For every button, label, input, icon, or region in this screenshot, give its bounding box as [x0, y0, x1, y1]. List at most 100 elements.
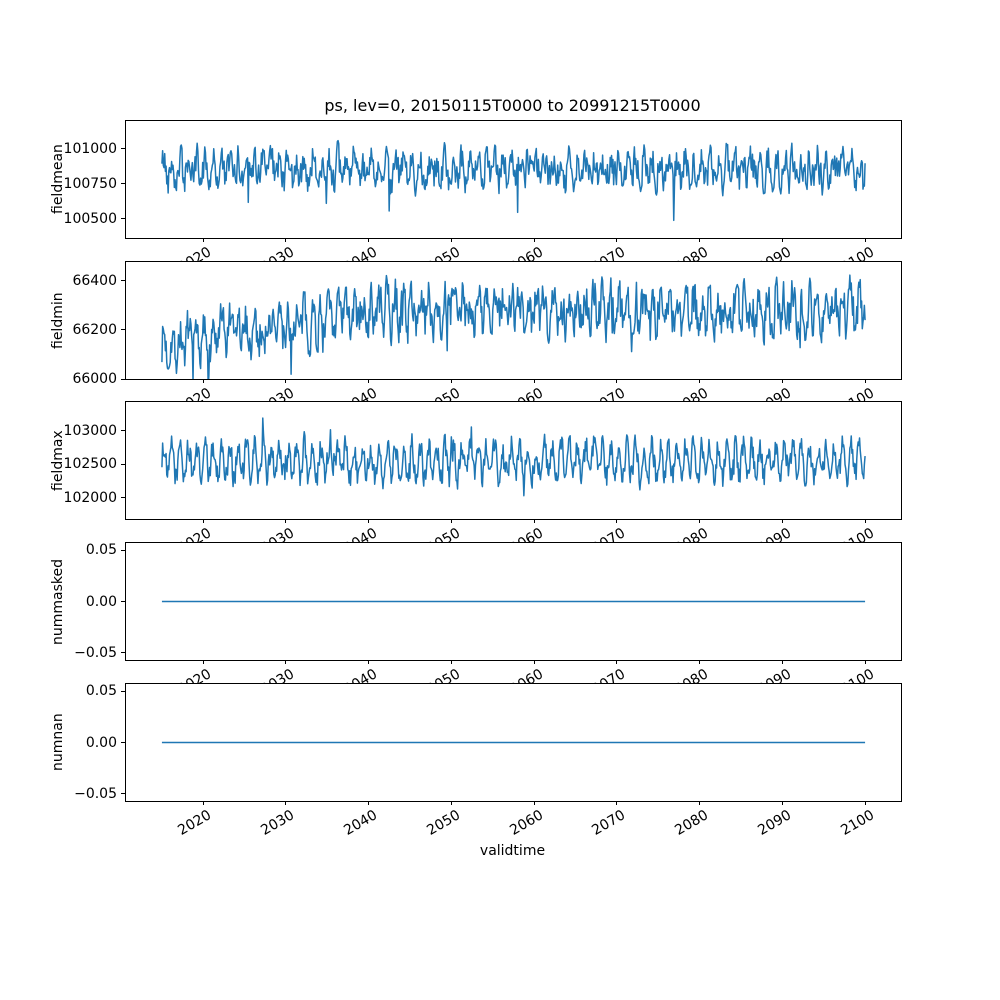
panel-fieldmean: fieldmean 100500 100750 101000 2020 2030 2040…	[50, 120, 902, 276]
x-tick-label: 2030	[258, 807, 298, 839]
y-tick-label: 0.00	[85, 734, 117, 751]
y-tick-label: 0.05	[85, 683, 117, 700]
y-tick-label: 0.00	[85, 593, 117, 610]
chart-title: ps, lev=0, 20150115T0000 to 20991215T000…	[324, 96, 701, 115]
y-tick-mark	[121, 601, 125, 602]
x-tick-mark	[616, 238, 618, 242]
x-tick-mark	[202, 801, 204, 805]
y-tick-label: 100500	[63, 210, 117, 227]
x-axis-label: validtime	[479, 843, 546, 859]
y-tick-label: 66400	[72, 272, 117, 289]
line-series-fieldmin	[161, 274, 866, 379]
x-tick-mark	[202, 660, 204, 664]
y-tick-label: 102500	[63, 456, 117, 473]
y-tick-mark	[121, 793, 125, 795]
y-axis-label-nummasked: nummasked	[50, 558, 66, 645]
x-tick-mark	[616, 379, 618, 383]
x-tick-mark	[616, 519, 618, 523]
x-tick-mark	[285, 519, 287, 523]
x-tick-label: 2040	[341, 807, 381, 839]
y-tick-label: 100750	[63, 175, 117, 192]
x-tick-mark	[782, 238, 784, 242]
x-tick-label: 2050	[424, 807, 463, 839]
x-tick-mark	[864, 519, 866, 523]
y-tick-mark	[121, 690, 125, 692]
panel-fieldmax: fieldmax 102000 102500 103000 2020 2030 2040 2…	[50, 401, 902, 557]
y-tick-mark	[121, 280, 125, 282]
x-tick-label: 2060	[506, 807, 546, 839]
y-tick-label: 102000	[63, 489, 117, 506]
line-series-fieldmean	[161, 139, 866, 222]
series-polyline	[161, 139, 866, 222]
y-tick-mark	[121, 497, 125, 499]
y-tick-mark	[121, 329, 125, 331]
x-tick-mark	[368, 379, 370, 383]
y-tick-label: 101000	[63, 140, 117, 157]
x-tick-mark	[533, 238, 535, 242]
x-tick-mark	[699, 379, 701, 383]
x-tick-mark	[782, 519, 784, 523]
x-tick-label: 2070	[589, 807, 629, 839]
x-tick-mark	[450, 519, 452, 523]
x-tick-label: 2020	[175, 807, 215, 839]
y-tick-mark	[121, 378, 125, 380]
series-polyline	[161, 417, 866, 497]
x-tick-mark	[864, 379, 866, 383]
x-tick-mark	[202, 379, 204, 383]
x-tick-mark	[533, 660, 535, 664]
x-tick-mark	[864, 238, 866, 242]
y-tick-mark	[121, 430, 125, 432]
x-tick-mark	[450, 660, 452, 664]
x-tick-mark	[864, 660, 866, 664]
y-tick-mark	[121, 652, 125, 654]
x-tick-mark	[285, 238, 287, 242]
x-tick-mark	[450, 379, 452, 383]
x-tick-mark	[699, 660, 701, 664]
x-tick-label: 2080	[672, 807, 712, 839]
y-tick-mark	[121, 218, 125, 220]
x-tick-mark	[368, 801, 370, 805]
y-tick-label: 66200	[72, 321, 117, 338]
x-tick-mark	[202, 519, 204, 523]
x-tick-label: 2090	[755, 807, 795, 839]
y-axis-label-numnan: numnan	[50, 713, 66, 772]
y-tick-mark	[121, 463, 125, 465]
panel-fieldmin: fieldmin 6600066200664002020203020402050…	[50, 261, 902, 417]
y-tick-mark	[121, 549, 125, 551]
x-tick-mark	[782, 660, 784, 664]
x-tick-mark	[285, 801, 287, 805]
line-series-numnan	[161, 741, 866, 744]
x-tick-mark	[533, 801, 535, 805]
x-tick-mark	[202, 238, 204, 242]
y-tick-label: 103000	[63, 422, 117, 439]
x-tick-mark	[616, 660, 618, 664]
x-tick-label: 2100	[838, 807, 877, 839]
x-tick-mark	[699, 519, 701, 523]
x-tick-mark	[616, 801, 618, 805]
x-tick-mark	[699, 801, 701, 805]
y-tick-label: 0.05	[85, 542, 117, 559]
x-tick-mark	[368, 238, 370, 242]
line-series-nummasked	[161, 600, 866, 603]
x-tick-mark	[782, 379, 784, 383]
y-tick-label: −0.05	[74, 785, 117, 802]
series-polyline	[161, 274, 866, 379]
y-tick-label: 66000	[72, 371, 117, 387]
x-tick-mark	[368, 660, 370, 664]
x-tick-mark	[533, 379, 535, 383]
x-tick-mark	[450, 801, 452, 805]
x-tick-mark	[699, 238, 701, 242]
panel-numnan: numnan −0.05 0.00 0.05 2020 2030 2040 2050 2060…	[50, 683, 902, 839]
x-tick-mark	[285, 379, 287, 383]
y-tick-mark	[121, 148, 125, 150]
x-tick-mark	[782, 801, 784, 805]
panel-nummasked: nummasked −0.05 0.00 0.05 2020 2030 2040 2050 2…	[50, 542, 902, 698]
y-tick-mark	[121, 183, 125, 185]
x-tick-mark	[450, 238, 452, 242]
y-tick-label: −0.05	[74, 644, 117, 661]
y-tick-mark	[121, 742, 125, 743]
line-series-fieldmax	[161, 417, 866, 497]
x-tick-mark	[533, 519, 535, 523]
x-tick-mark	[368, 519, 370, 523]
